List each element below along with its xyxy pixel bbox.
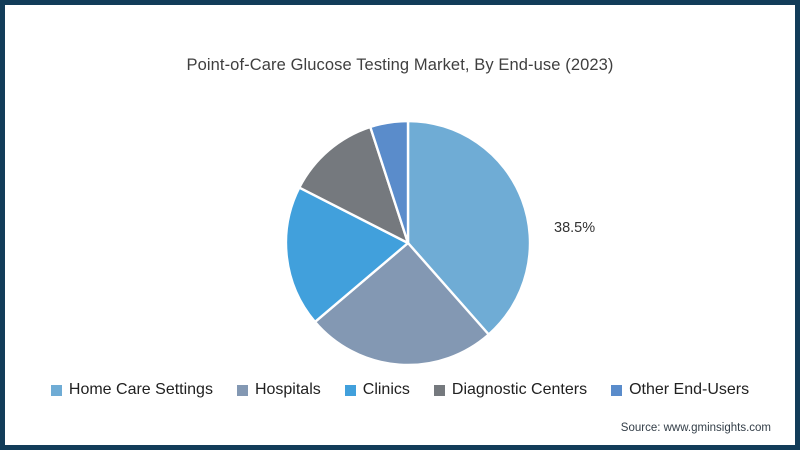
legend-item-hospitals[interactable]: Hospitals: [236, 381, 321, 399]
pie-slice-home-care-settings[interactable]: [406, 119, 532, 336]
legend-swatch-icon: [611, 384, 623, 396]
legend-label: Hospitals: [254, 381, 321, 398]
legend-swatch-icon: [236, 384, 248, 396]
legend-item-other-end-users[interactable]: Other End-Users: [611, 381, 749, 399]
legend: Home Care Settings Hospitals Clinics Dia…: [15, 381, 785, 399]
legend-label: Other End-Users: [629, 381, 750, 398]
pie-chart-area: [283, 118, 533, 368]
legend-swatch-icon: [344, 384, 356, 396]
slice-value-label: 38.5%: [554, 220, 596, 236]
pie-chart[interactable]: [283, 118, 533, 368]
pie-slice-hospitals[interactable]: [313, 241, 490, 367]
legend-swatch-icon: [50, 384, 62, 396]
legend-item-diagnostic-centers[interactable]: Diagnostic Centers: [433, 381, 588, 399]
chart-title: Point-of-Care Glucose Testing Market, By…: [186, 56, 614, 74]
pie-slice-clinics[interactable]: [284, 186, 410, 324]
pie-slice-diagnostic-centers[interactable]: [298, 125, 410, 245]
source-text: Source: www.gminsights.com: [620, 422, 771, 434]
pie-slice-other-end-users[interactable]: [369, 119, 410, 245]
legend-label: Diagnostic Centers: [451, 381, 588, 398]
legend-label: Home Care Settings: [68, 381, 213, 398]
legend-item-home-care-settings[interactable]: Home Care Settings: [50, 381, 213, 399]
legend-swatch-icon: [433, 384, 445, 396]
legend-label: Clinics: [362, 381, 410, 398]
legend-item-clinics[interactable]: Clinics: [344, 381, 410, 399]
